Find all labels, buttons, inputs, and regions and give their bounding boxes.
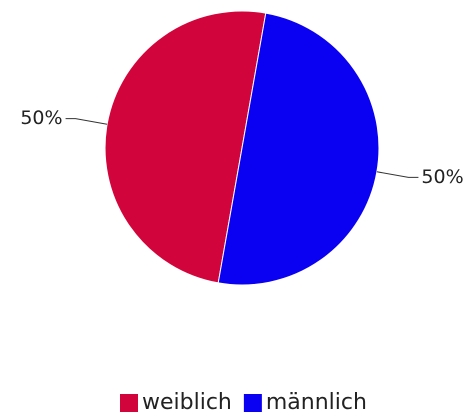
value-label: 50% <box>20 107 62 129</box>
legend-swatch <box>243 394 262 412</box>
value-label: 50% <box>421 166 463 188</box>
legend-swatch <box>120 394 138 412</box>
pie-slice <box>217 12 380 286</box>
pie-slice <box>104 10 267 284</box>
leader-line <box>65 118 108 125</box>
legend-label: männlich <box>266 390 367 415</box>
legend-label: weiblich <box>142 390 232 415</box>
leader-line <box>376 171 419 178</box>
